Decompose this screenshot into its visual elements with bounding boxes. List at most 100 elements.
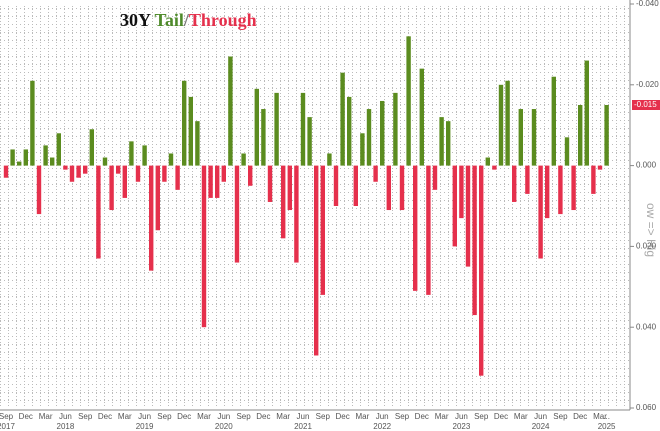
bar bbox=[56, 133, 61, 166]
bar bbox=[267, 165, 273, 202]
bar bbox=[333, 165, 339, 206]
bar bbox=[320, 165, 325, 295]
title-part: / bbox=[183, 10, 190, 30]
bar bbox=[83, 165, 88, 174]
x-tick-label: Dec bbox=[98, 412, 112, 421]
bar bbox=[340, 72, 345, 166]
x-tick-label: Mar bbox=[197, 412, 211, 421]
bar bbox=[300, 92, 306, 166]
x-tick-label: Mar bbox=[118, 412, 132, 421]
bar bbox=[228, 56, 233, 166]
bar bbox=[373, 165, 378, 182]
bar bbox=[294, 165, 299, 263]
bar bbox=[248, 165, 253, 186]
bar bbox=[281, 165, 286, 239]
y-tick-label: 0.000 bbox=[636, 161, 657, 170]
x-tick-label: Dec bbox=[177, 412, 191, 421]
bar bbox=[360, 133, 365, 166]
bar bbox=[30, 80, 35, 166]
bar bbox=[512, 165, 517, 202]
y-tick-label: 0.060 bbox=[636, 403, 657, 412]
x-tick-label: Dec bbox=[256, 412, 270, 421]
x-year-label: 2018 bbox=[57, 422, 75, 431]
bar bbox=[459, 165, 464, 219]
bar bbox=[96, 165, 101, 259]
x-tick-label: Mar bbox=[514, 412, 528, 421]
bar bbox=[168, 153, 174, 166]
bar bbox=[538, 165, 543, 259]
y-tick-label: -0.020 bbox=[636, 80, 659, 89]
bar bbox=[129, 141, 134, 166]
bar bbox=[10, 149, 15, 166]
x-tick-label: Sep bbox=[157, 412, 172, 421]
bar bbox=[89, 129, 94, 166]
x-tick-label: Dec bbox=[335, 412, 349, 421]
bar bbox=[604, 105, 609, 166]
x-year-label: 2020 bbox=[215, 422, 233, 431]
bar bbox=[531, 109, 537, 166]
x-tick-label: ... bbox=[603, 412, 610, 421]
bar bbox=[142, 145, 147, 166]
bar bbox=[36, 165, 42, 215]
x-tick-label: Jun bbox=[455, 412, 468, 421]
bar bbox=[505, 80, 510, 166]
bar bbox=[17, 161, 22, 166]
bar bbox=[195, 121, 200, 166]
bar bbox=[182, 80, 187, 166]
bar bbox=[347, 96, 352, 166]
bar bbox=[498, 84, 504, 166]
bar bbox=[439, 117, 444, 166]
bar bbox=[23, 149, 28, 166]
bar bbox=[386, 165, 391, 211]
bar bbox=[413, 165, 418, 291]
x-tick-label: Sep bbox=[395, 412, 410, 421]
bar bbox=[564, 137, 570, 166]
bar bbox=[485, 157, 490, 166]
y-tick-label: 0.020 bbox=[636, 242, 657, 251]
x-tick-label: Dec bbox=[19, 412, 33, 421]
x-tick-label: Jun bbox=[297, 412, 310, 421]
x-year-label: 2023 bbox=[453, 422, 471, 431]
x-tick-label: Dec bbox=[494, 412, 508, 421]
bar bbox=[314, 165, 319, 356]
bar bbox=[116, 165, 121, 174]
bar bbox=[558, 165, 563, 215]
bar bbox=[545, 165, 550, 219]
bar bbox=[446, 121, 451, 166]
bar bbox=[162, 165, 167, 182]
bar bbox=[525, 165, 530, 194]
bar bbox=[274, 92, 279, 166]
bar bbox=[571, 165, 576, 211]
bar bbox=[234, 165, 240, 263]
bar bbox=[221, 165, 226, 182]
y-tick-label: 0.040 bbox=[636, 322, 657, 331]
x-tick-label: Dec bbox=[573, 412, 587, 421]
x-tick-label: Mar bbox=[39, 412, 53, 421]
bar bbox=[261, 109, 266, 166]
bar bbox=[597, 165, 603, 170]
bar bbox=[43, 145, 48, 166]
bar bbox=[591, 165, 596, 194]
bar bbox=[327, 153, 332, 166]
x-year-label: 2024 bbox=[532, 422, 550, 431]
bar bbox=[432, 165, 438, 190]
x-year-label: 2025 bbox=[598, 422, 616, 431]
title-part: 30Y bbox=[120, 10, 151, 30]
bar bbox=[353, 165, 358, 206]
bar bbox=[63, 165, 68, 170]
bar bbox=[122, 165, 127, 198]
x-tick-label: Jun bbox=[138, 412, 151, 421]
x-tick-label: Sep bbox=[474, 412, 489, 421]
x-tick-label: Jun bbox=[534, 412, 547, 421]
x-tick-label: Sep bbox=[78, 412, 93, 421]
bar bbox=[492, 165, 497, 170]
bar bbox=[215, 165, 220, 198]
bar bbox=[188, 96, 193, 166]
bar bbox=[109, 165, 114, 211]
x-tick-label: Sep bbox=[316, 412, 331, 421]
current-value-box bbox=[632, 100, 660, 110]
bar bbox=[50, 157, 55, 166]
x-tick-label: Mar bbox=[435, 412, 449, 421]
x-tick-label: Jun bbox=[376, 412, 389, 421]
